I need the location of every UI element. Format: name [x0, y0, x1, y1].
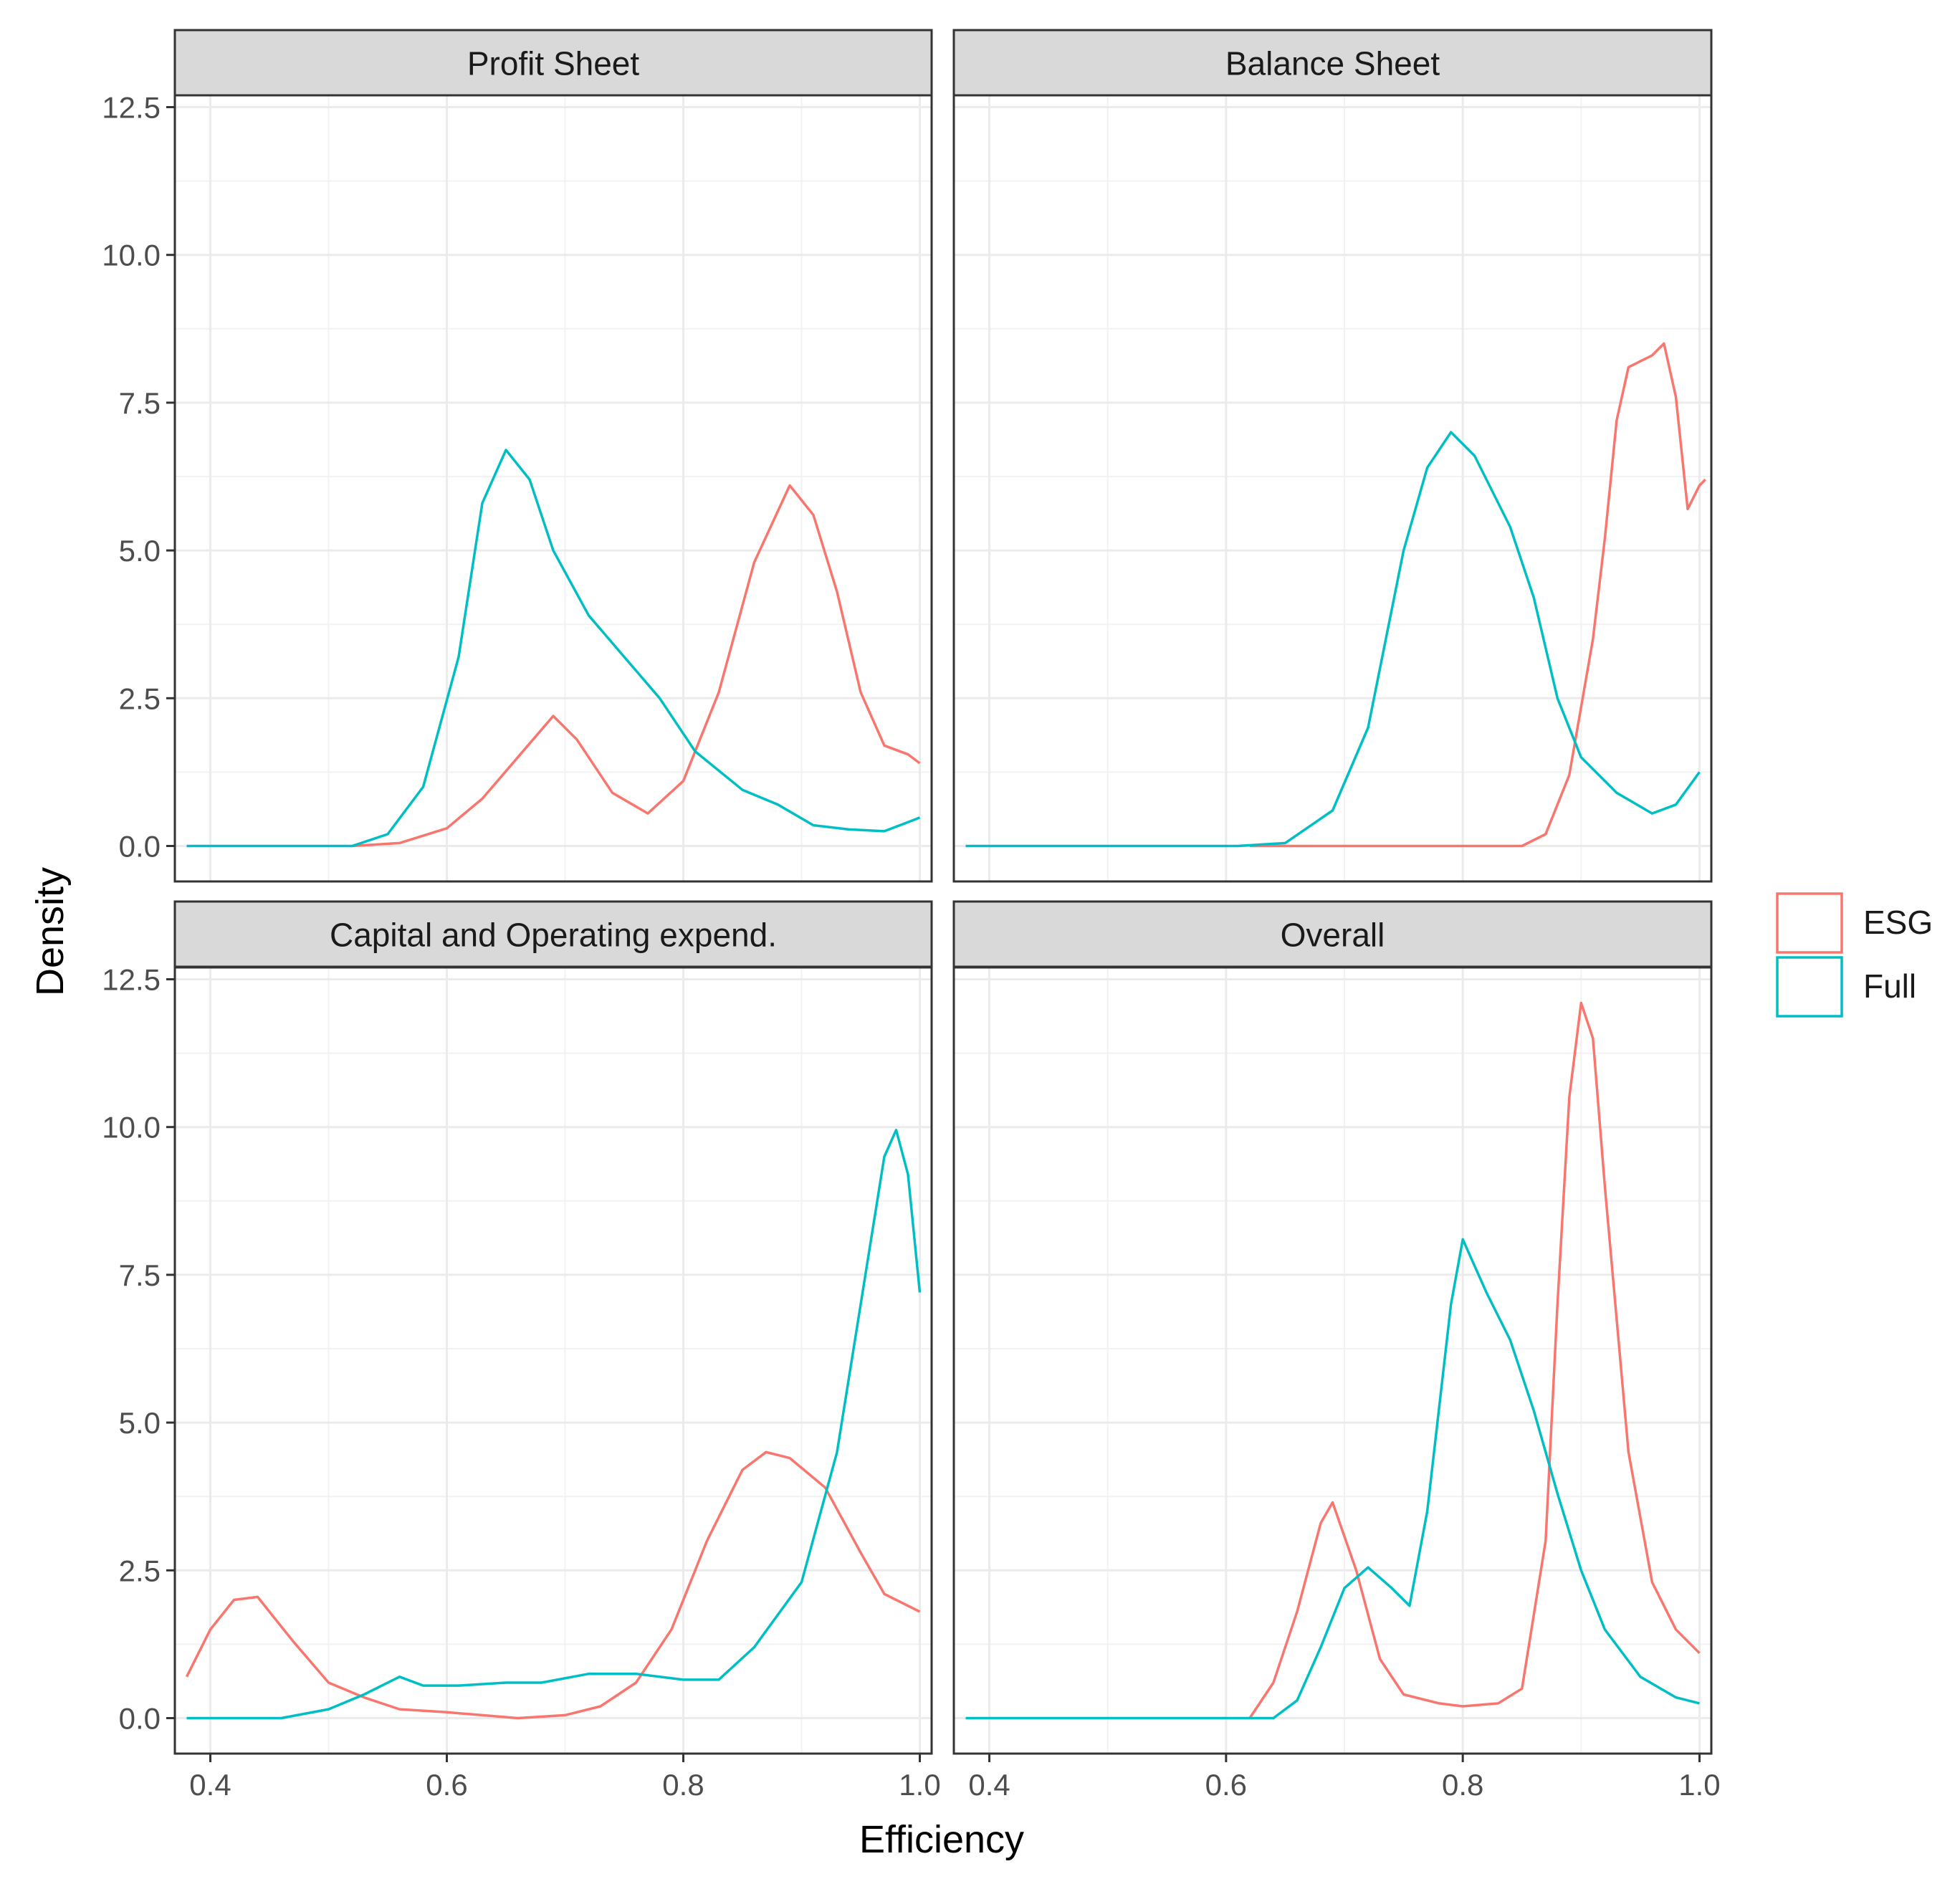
x-tick-label: 0.4 — [968, 1768, 1010, 1802]
y-tick-label: 5.0 — [119, 534, 161, 568]
panel-border — [173, 94, 933, 883]
y-tick-label: 7.5 — [119, 1258, 161, 1292]
x-tick-label: 0.4 — [189, 1768, 231, 1802]
y-axis-title: Density — [29, 867, 72, 996]
legend-item-full: Full — [1776, 956, 1916, 1018]
y-tick-label: 0.0 — [119, 1702, 161, 1736]
y-tick-label: 7.5 — [119, 386, 161, 420]
legend-key-full — [1776, 956, 1843, 1018]
density-line-esg — [352, 484, 921, 848]
density-line-esg — [1249, 342, 1706, 848]
legend-label: Full — [1863, 967, 1916, 1005]
y-tick-label: 10.0 — [102, 1111, 161, 1144]
facet-strip-label: Capital and Operating expend. — [330, 917, 777, 954]
facet-panel-3: Capital and Operating expend. 0.0 2.5 5.0 7.… — [102, 900, 941, 1802]
facet-panel-1: Profit Sheet 0.0 2.5 5.0 7.5 10.0 12.5 — [102, 29, 933, 883]
panel-border — [952, 966, 1713, 1755]
facet-panel-4: Overall 0.4 0.6 0.8 1.0 — [952, 900, 1721, 1802]
y-tick-label: 12.5 — [102, 90, 161, 124]
density-line-full — [186, 1129, 922, 1720]
facet-strip-label: Balance Sheet — [1225, 45, 1440, 82]
panel-border — [952, 94, 1713, 883]
y-tick-label: 2.5 — [119, 1554, 161, 1587]
y-tick-label: 5.0 — [119, 1406, 161, 1440]
x-tick-label: 1.0 — [899, 1768, 940, 1802]
x-tick-label: 0.8 — [662, 1768, 704, 1802]
x-tick-label: 0.8 — [1442, 1768, 1483, 1802]
x-tick-label: 0.6 — [1205, 1768, 1247, 1802]
facet-strip — [173, 29, 933, 97]
panel-border — [173, 966, 933, 1755]
facet-strip — [952, 900, 1713, 968]
y-tick-label: 12.5 — [102, 962, 161, 996]
density-line-esg — [1248, 1001, 1701, 1719]
facet-panel-2: Balance Sheet — [952, 29, 1713, 883]
legend: ESG Full — [1776, 892, 1933, 1018]
facet-strip — [952, 29, 1713, 97]
y-tick-label: 0.0 — [119, 830, 161, 864]
y-tick-label: 2.5 — [119, 682, 161, 715]
facet-strip-label: Profit Sheet — [467, 45, 640, 82]
x-axis-title: Efficiency — [859, 1818, 1024, 1861]
x-tick-label: 0.6 — [426, 1768, 467, 1802]
density-line-full — [965, 431, 1701, 848]
legend-item-esg: ESG — [1776, 892, 1933, 954]
legend-label: ESG — [1863, 904, 1933, 941]
density-line-esg — [185, 1450, 921, 1720]
density-line-full — [186, 449, 921, 848]
facet-strip — [173, 900, 933, 968]
y-tick-label: 10.0 — [102, 239, 161, 272]
legend-key-esg — [1776, 892, 1843, 954]
density-line-full — [965, 1238, 1700, 1720]
x-tick-label: 1.0 — [1678, 1768, 1720, 1802]
facet-strip-label: Overall — [1281, 917, 1385, 954]
